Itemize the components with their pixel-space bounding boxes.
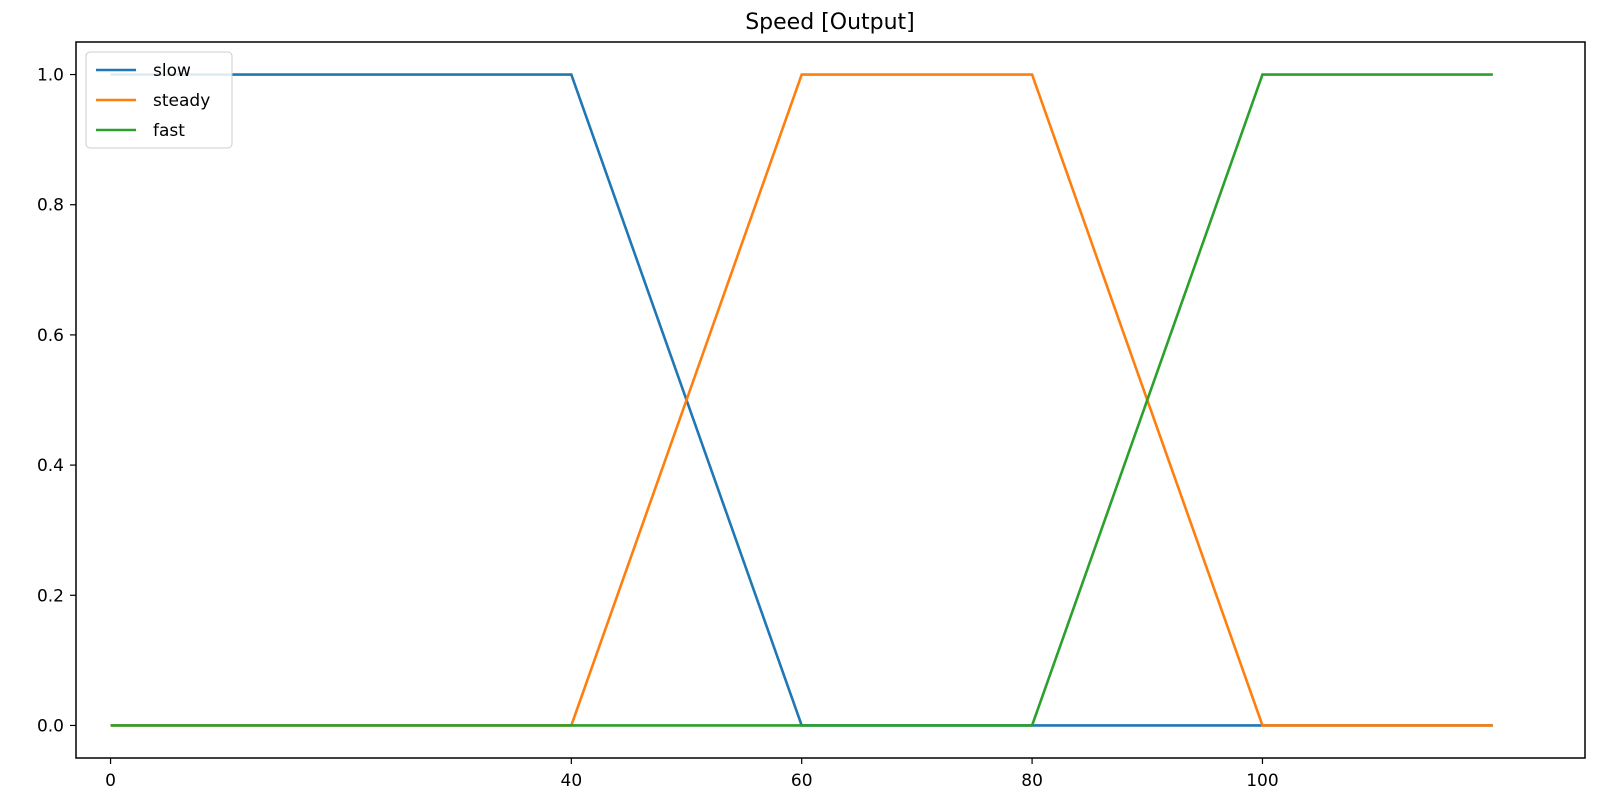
legend-label-steady: steady	[153, 91, 210, 111]
legend-box	[85, 51, 233, 149]
x-tick-label: 60	[791, 771, 813, 791]
series-line-steady	[110, 73, 1493, 727]
chart-title: Speed [Output]	[745, 10, 915, 35]
y-tick-label: 0.6	[37, 326, 64, 346]
legend-label-slow: slow	[153, 61, 191, 81]
series-line-fast	[110, 73, 1493, 727]
legend-label-fast: fast	[153, 121, 185, 141]
y-tick-label: 0.2	[37, 586, 64, 606]
axes-ticks: 0 40 60 80 100 0.0 0.2 0.4 0.6 0.8 1.0	[37, 66, 1279, 791]
y-tick-label: 0.8	[37, 196, 64, 216]
plot-series	[110, 73, 1493, 727]
x-tick-label: 0	[105, 771, 116, 791]
x-tick-label: 80	[1021, 771, 1043, 791]
series-line-slow	[110, 73, 1493, 727]
x-tick-label: 40	[561, 771, 583, 791]
y-tick-label: 0.0	[37, 716, 64, 736]
y-tick-label: 1.0	[37, 66, 64, 86]
legend: slow steady fast	[85, 51, 233, 149]
plot-frame	[75, 41, 1586, 759]
y-tick-label: 0.4	[37, 456, 64, 476]
x-tick-label: 100	[1246, 771, 1278, 791]
